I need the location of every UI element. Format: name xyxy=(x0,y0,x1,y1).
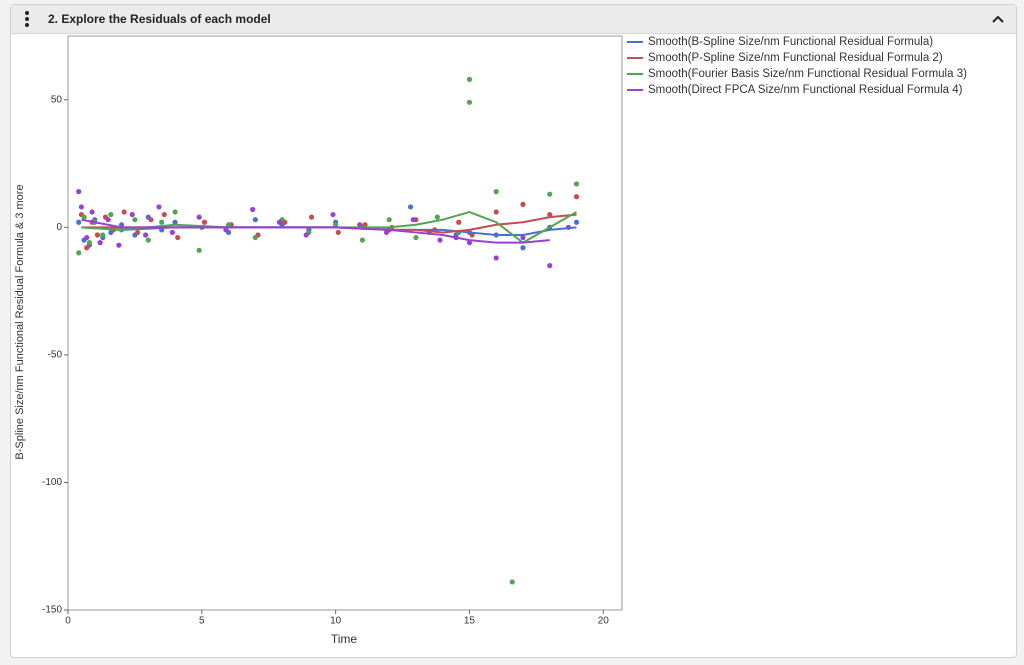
legend-label: Smooth(Fourier Basis Size/nm Functional … xyxy=(648,68,967,80)
point xyxy=(335,229,341,236)
point xyxy=(145,237,151,243)
point xyxy=(172,209,178,215)
point xyxy=(303,232,309,238)
point xyxy=(252,234,258,241)
point xyxy=(308,214,315,220)
point xyxy=(333,222,339,228)
point xyxy=(76,189,82,195)
point xyxy=(362,222,368,228)
point xyxy=(493,189,499,195)
point xyxy=(196,214,202,220)
point xyxy=(89,209,95,215)
point xyxy=(121,209,127,215)
plot-area xyxy=(67,35,623,611)
point xyxy=(437,237,443,243)
y-axis-label: B-Spline Size/nm Functional Residual For… xyxy=(14,184,26,459)
point xyxy=(547,191,553,197)
point xyxy=(84,245,90,251)
point xyxy=(76,250,82,256)
legend-label: Smooth(P-Spline Size/nm Functional Resid… xyxy=(648,52,943,64)
point xyxy=(466,99,473,105)
point xyxy=(97,240,103,246)
y-tick-label: 0 xyxy=(56,222,62,233)
point xyxy=(148,217,154,223)
point xyxy=(94,232,101,238)
y-tick-label: -50 xyxy=(48,350,63,361)
smooth-line xyxy=(81,218,550,244)
point xyxy=(105,217,111,223)
point xyxy=(172,219,178,225)
point xyxy=(520,234,526,241)
y-tick-label: -100 xyxy=(42,477,62,488)
point xyxy=(223,227,229,233)
point xyxy=(407,204,414,210)
point xyxy=(520,245,526,251)
x-tick-label: 20 xyxy=(598,616,610,627)
legend-label: Smooth(B-Spline Size/nm Functional Resid… xyxy=(648,36,933,48)
point xyxy=(520,201,526,207)
point xyxy=(466,76,473,82)
x-axis-label: Time xyxy=(331,632,358,646)
point xyxy=(76,219,82,225)
point xyxy=(134,229,141,236)
point xyxy=(493,209,499,215)
x-tick-label: 0 xyxy=(65,616,71,627)
point xyxy=(547,263,553,269)
point xyxy=(466,240,473,246)
point xyxy=(573,219,580,225)
point xyxy=(493,255,499,261)
point xyxy=(573,194,580,200)
point xyxy=(383,229,390,236)
point xyxy=(359,237,365,243)
point xyxy=(156,204,162,210)
point xyxy=(413,234,419,241)
point xyxy=(250,206,256,213)
point xyxy=(547,211,553,218)
point xyxy=(196,247,202,253)
point xyxy=(252,217,258,223)
panel-header[interactable]: 2. Explore the Residuals of each model xyxy=(11,5,1016,34)
y-tick-label: 50 xyxy=(51,94,63,105)
point xyxy=(434,214,440,220)
point xyxy=(143,232,149,238)
point xyxy=(129,211,135,218)
point xyxy=(175,234,181,241)
point xyxy=(159,219,165,225)
collapse-icon[interactable] xyxy=(990,5,1006,33)
point xyxy=(86,240,93,246)
panel-title: 2. Explore the Residuals of each model xyxy=(48,12,271,26)
point xyxy=(201,219,208,225)
point xyxy=(169,229,175,236)
point xyxy=(225,222,232,228)
point xyxy=(410,217,416,223)
point xyxy=(330,211,336,218)
point xyxy=(386,217,392,223)
point xyxy=(132,217,138,223)
point xyxy=(456,219,462,225)
x-tick-label: 5 xyxy=(199,616,205,627)
menu-icon[interactable] xyxy=(21,5,41,33)
point xyxy=(108,211,114,218)
point xyxy=(81,214,87,220)
point xyxy=(357,222,363,228)
x-tick-label: 10 xyxy=(330,616,342,627)
point xyxy=(161,211,167,218)
legend-label: Smooth(Direct FPCA Size/nm Functional Re… xyxy=(648,84,963,96)
point xyxy=(78,204,84,210)
point xyxy=(84,234,90,241)
point xyxy=(100,232,106,238)
point xyxy=(116,242,122,248)
smooth-line xyxy=(81,210,577,244)
point xyxy=(573,181,580,187)
y-tick-label: -150 xyxy=(42,605,62,616)
point xyxy=(509,579,515,585)
point xyxy=(276,219,283,225)
x-tick-label: 15 xyxy=(464,616,476,627)
